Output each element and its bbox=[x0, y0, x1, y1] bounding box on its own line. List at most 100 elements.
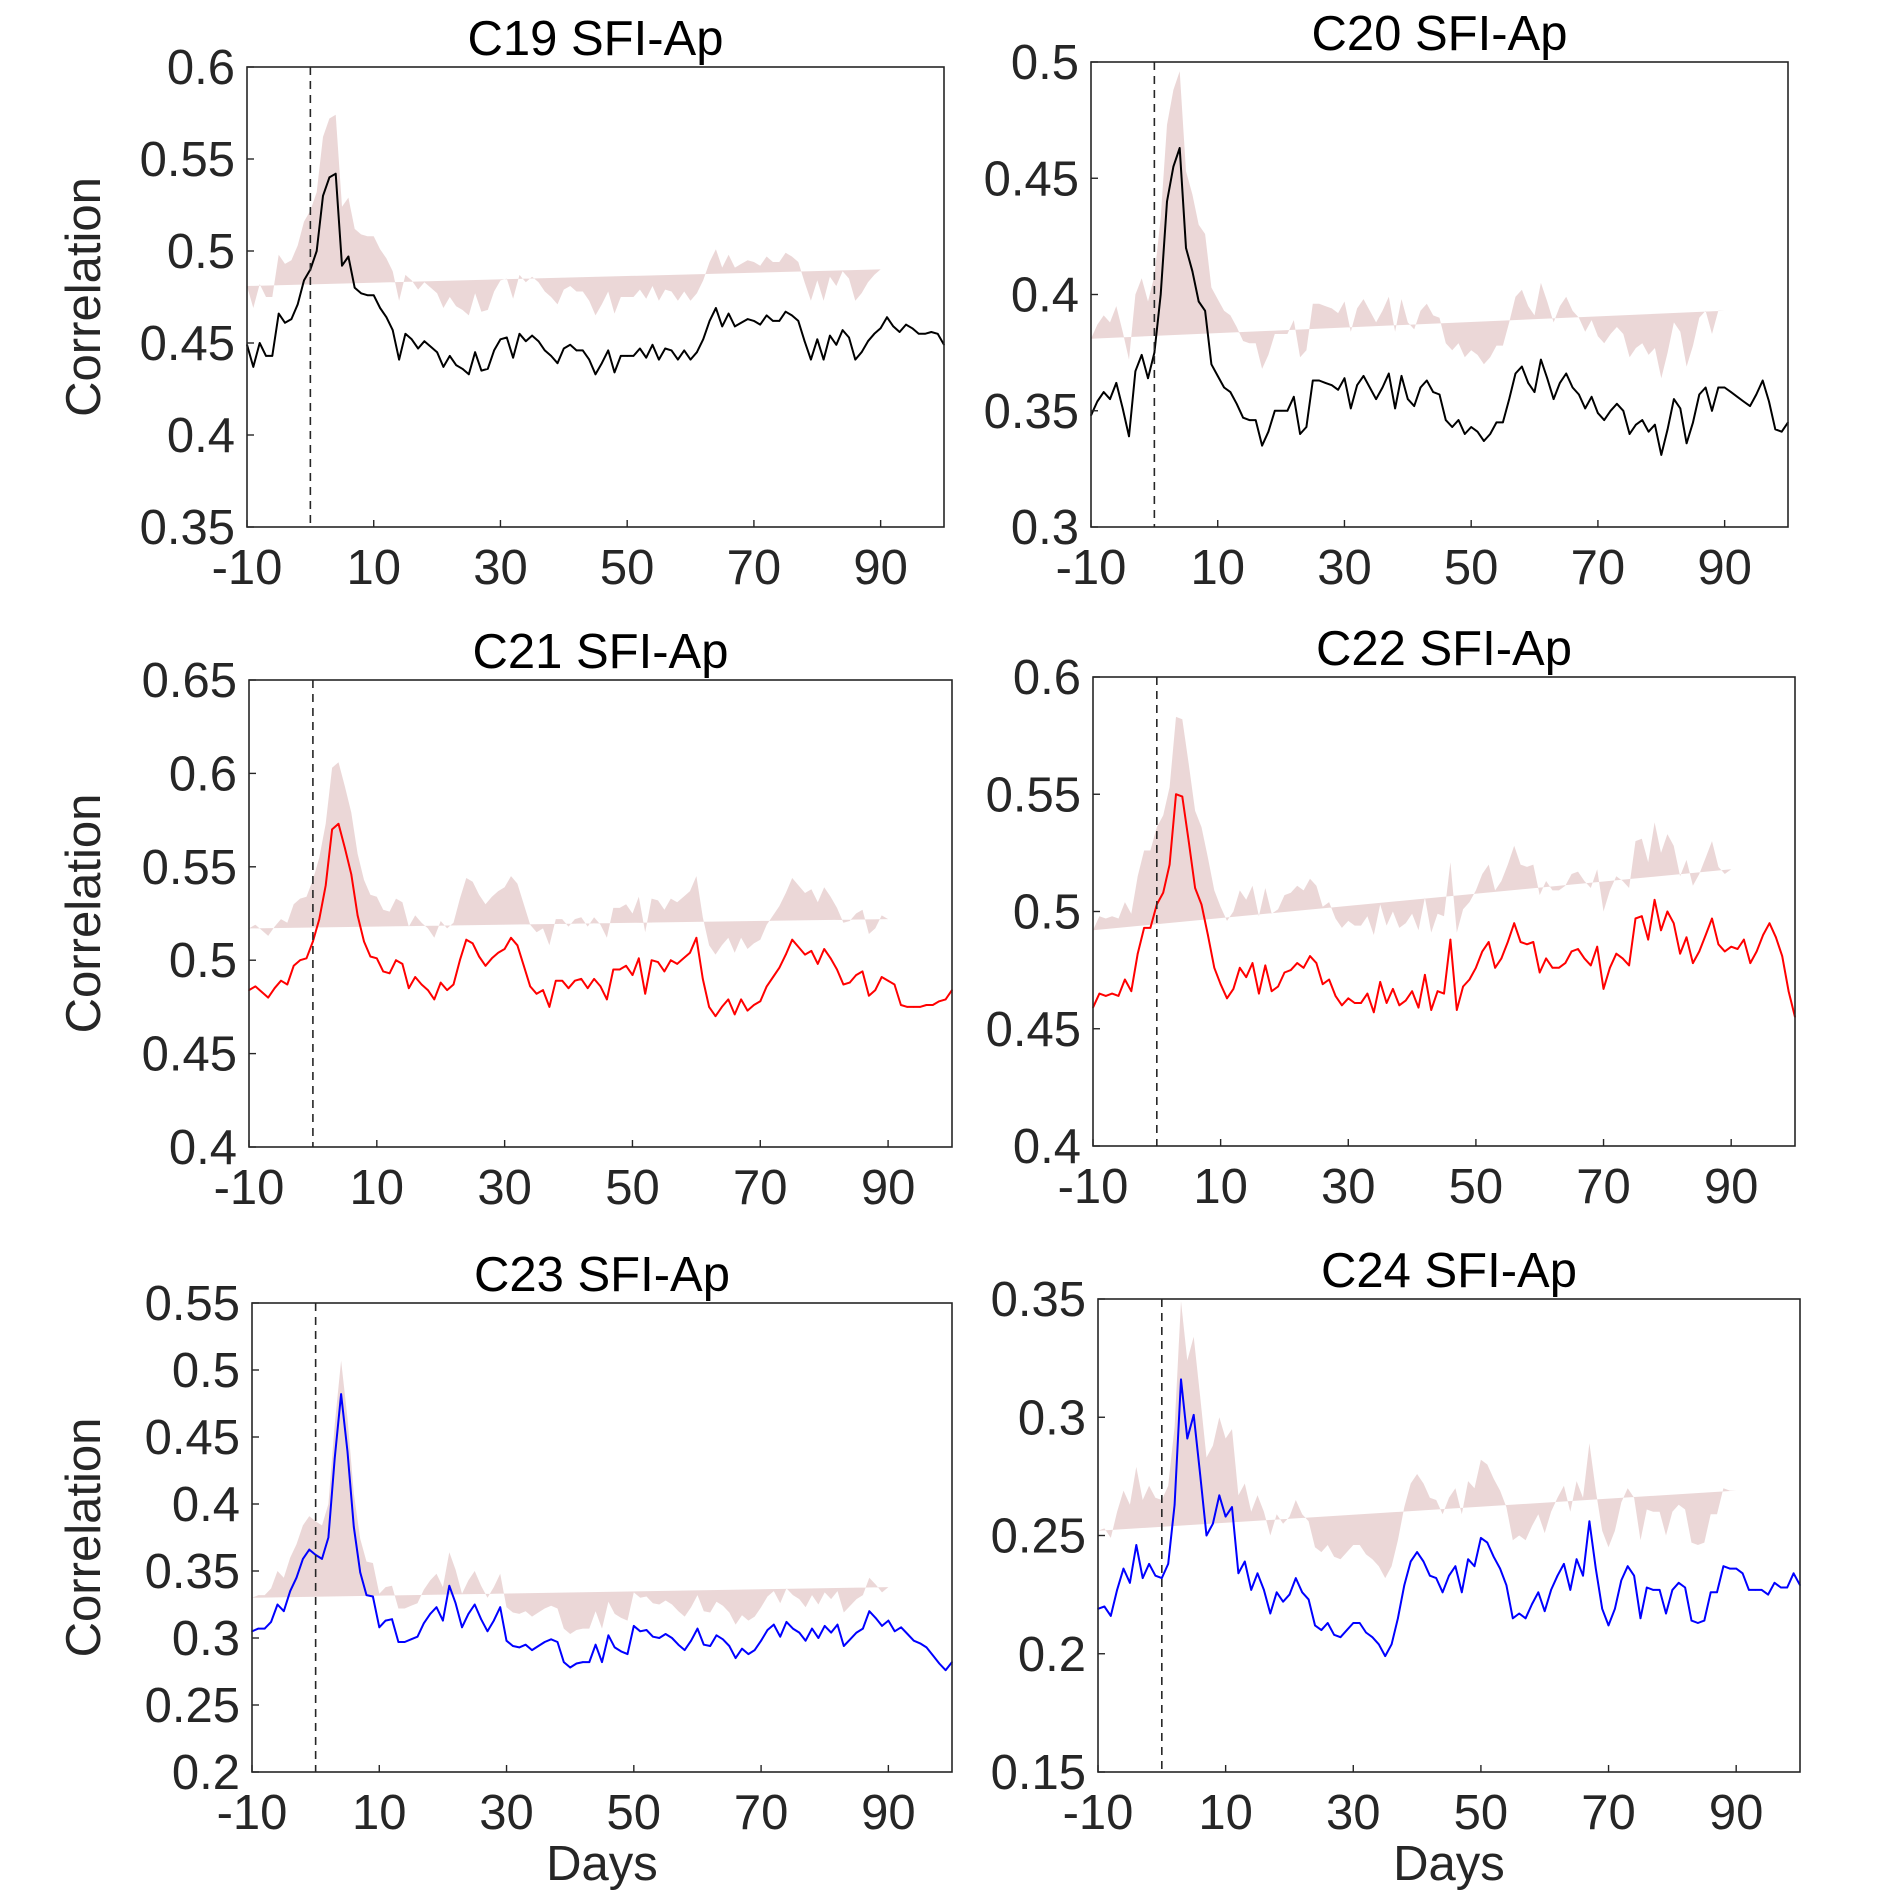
data-point bbox=[1121, 407, 1124, 410]
y-tick-label: 0.25 bbox=[991, 1510, 1086, 1564]
data-point bbox=[721, 1006, 723, 1008]
data-point bbox=[670, 959, 672, 961]
data-point bbox=[427, 989, 429, 991]
data-point bbox=[938, 1662, 941, 1665]
data-point bbox=[1665, 1612, 1667, 1615]
data-point bbox=[1194, 887, 1196, 889]
data-point bbox=[944, 1669, 947, 1671]
data-point bbox=[410, 1638, 412, 1641]
data-point bbox=[1768, 922, 1771, 924]
data-point bbox=[1716, 1591, 1718, 1594]
data-point bbox=[1210, 363, 1213, 366]
data-point bbox=[1283, 971, 1286, 974]
data-point bbox=[1505, 1584, 1508, 1586]
data-point bbox=[1583, 957, 1586, 960]
data-point bbox=[727, 998, 730, 1001]
y-tick-label: 0.3 bbox=[172, 1612, 240, 1666]
data-point bbox=[810, 950, 813, 952]
data-point bbox=[1730, 391, 1732, 393]
panel-6: -10 10 30 50 70 90 0.15 0.2 0.25 0.3 0.35 C24 SFI-A… bbox=[991, 1244, 1801, 1890]
y-tick-label: 0.6 bbox=[1013, 651, 1081, 705]
data-point bbox=[493, 349, 495, 352]
data-point bbox=[1392, 988, 1394, 990]
data-point bbox=[1754, 1589, 1757, 1591]
data-point bbox=[454, 1602, 457, 1604]
data-point bbox=[746, 1009, 749, 1012]
data-point bbox=[363, 940, 365, 943]
data-point bbox=[523, 965, 525, 967]
data-point bbox=[1609, 967, 1611, 969]
data-point bbox=[1521, 365, 1523, 368]
data-point bbox=[512, 1645, 514, 1647]
data-point bbox=[1621, 957, 1624, 960]
data-point bbox=[391, 329, 394, 331]
data-point bbox=[1532, 941, 1535, 943]
data-point bbox=[388, 972, 391, 975]
data-point bbox=[1435, 1577, 1437, 1579]
data-point bbox=[436, 351, 438, 354]
data-point bbox=[1698, 393, 1701, 396]
data-point bbox=[486, 1630, 489, 1633]
data-point bbox=[893, 1630, 896, 1633]
data-point bbox=[759, 1000, 762, 1003]
data-point bbox=[586, 987, 589, 989]
data-point bbox=[1371, 1636, 1374, 1638]
data-point bbox=[1295, 1577, 1297, 1579]
x-tick-label: -10 bbox=[212, 541, 283, 595]
data-point bbox=[378, 1626, 381, 1629]
data-point bbox=[1454, 1565, 1457, 1567]
data-point bbox=[747, 1653, 750, 1655]
data-point bbox=[1328, 978, 1330, 981]
data-point bbox=[1270, 990, 1273, 992]
data-point bbox=[478, 955, 480, 958]
data-point bbox=[848, 981, 851, 984]
data-point bbox=[670, 349, 673, 352]
data-point bbox=[925, 1646, 928, 1649]
data-point bbox=[1658, 1589, 1661, 1591]
data-point bbox=[273, 987, 276, 989]
data-point bbox=[1512, 1617, 1514, 1620]
x-tick-label: 50 bbox=[1449, 1160, 1504, 1214]
data-point bbox=[620, 355, 622, 357]
data-point bbox=[639, 1630, 641, 1633]
confidence-band bbox=[247, 114, 881, 316]
data-point bbox=[1337, 389, 1339, 391]
data-point bbox=[1290, 969, 1292, 971]
data-point bbox=[804, 953, 806, 956]
data-point bbox=[708, 320, 711, 322]
data-point bbox=[556, 1641, 559, 1643]
data-point bbox=[1792, 1572, 1795, 1575]
data-point bbox=[1626, 1565, 1629, 1567]
data-point bbox=[1787, 990, 1790, 992]
data-point bbox=[779, 1635, 781, 1638]
data-point bbox=[391, 1618, 393, 1620]
data-point bbox=[347, 255, 350, 258]
data-point bbox=[1641, 419, 1644, 421]
data-point bbox=[1755, 393, 1758, 396]
data-point bbox=[555, 979, 557, 982]
data-point bbox=[580, 978, 583, 980]
data-point bbox=[1269, 1612, 1272, 1615]
data-point bbox=[280, 979, 282, 982]
panel-3: -10 10 30 50 70 90 0.4 0.45 0.5 0.55 0.6 0.65 C21 SF… bbox=[57, 625, 953, 1215]
data-point bbox=[535, 993, 538, 995]
data-point bbox=[919, 1006, 921, 1008]
data-point bbox=[1524, 1617, 1527, 1620]
x-tick-label: 90 bbox=[1709, 1786, 1764, 1840]
data-point bbox=[912, 1006, 915, 1008]
data-point bbox=[1166, 200, 1168, 203]
data-point bbox=[594, 373, 597, 376]
data-point bbox=[741, 1647, 743, 1650]
y-tick-label: 0.55 bbox=[140, 133, 235, 187]
data-point bbox=[804, 1639, 807, 1642]
x-tick-label: 50 bbox=[605, 1161, 660, 1215]
data-point bbox=[1601, 1608, 1603, 1610]
confidence-band bbox=[1091, 71, 1725, 379]
y-tick-label: 0.55 bbox=[986, 768, 1081, 822]
data-point bbox=[1628, 433, 1631, 435]
data-point bbox=[644, 993, 646, 995]
x-tick-label: -10 bbox=[1058, 1160, 1129, 1214]
data-point bbox=[797, 320, 800, 322]
data-point bbox=[455, 364, 457, 366]
data-point bbox=[1736, 948, 1739, 950]
